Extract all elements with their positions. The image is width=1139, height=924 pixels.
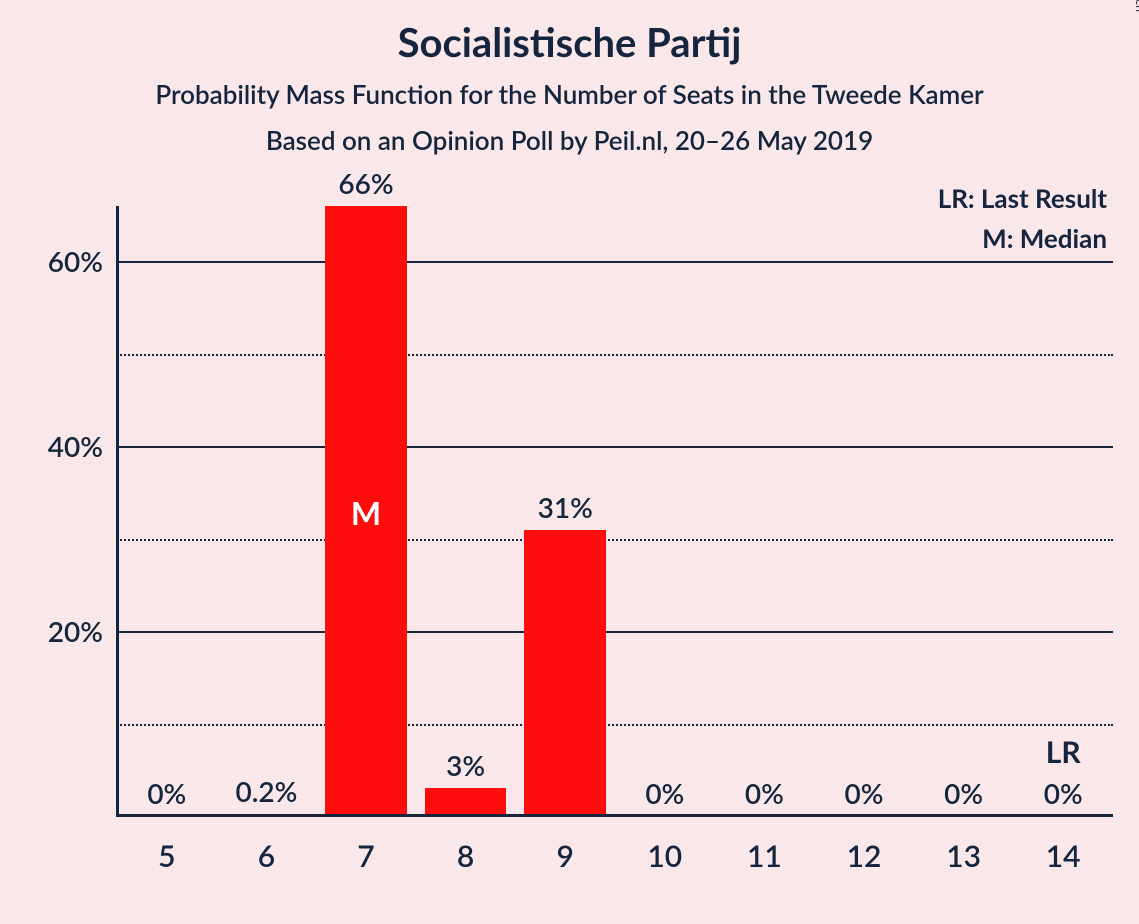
chart-subtitle-2: Based on an Opinion Poll by Peil.nl, 20–… xyxy=(0,124,1139,156)
bar xyxy=(425,788,507,816)
plot-area: 20%40%60%LR: Last ResultM: Median0%50.2%… xyxy=(117,206,1113,816)
xtick-label: 12 xyxy=(847,838,882,874)
bar-value-label: 66% xyxy=(338,166,393,200)
xtick-label: 13 xyxy=(946,838,981,874)
gridline-minor xyxy=(117,724,1113,726)
chart-subtitle-1: Probability Mass Function for the Number… xyxy=(0,78,1139,110)
ytick-label: 20% xyxy=(48,614,103,648)
xtick-label: 10 xyxy=(647,838,682,874)
xtick-label: 7 xyxy=(357,838,374,874)
xtick-label: 5 xyxy=(158,838,175,874)
bar xyxy=(524,530,606,817)
xtick-label: 9 xyxy=(556,838,573,874)
gridline-major xyxy=(117,261,1113,263)
bar-value-label: 0% xyxy=(1044,776,1083,810)
x-axis xyxy=(117,814,1113,817)
xtick-label: 6 xyxy=(258,838,275,874)
legend-lr: LR: Last Result xyxy=(938,182,1107,214)
copyright-text: © 2020 Filip van Laenen xyxy=(1133,0,1139,12)
y-axis xyxy=(116,206,119,817)
bar-value-label: 0% xyxy=(745,776,784,810)
gridline-major xyxy=(117,446,1113,448)
last-result-marker: LR xyxy=(1046,734,1081,770)
bar-value-label: 0% xyxy=(845,776,884,810)
gridline-minor xyxy=(117,354,1113,356)
bar-value-label: 3% xyxy=(446,748,485,782)
legend-median: M: Median xyxy=(982,222,1107,254)
chart-title: Socialistische Partij xyxy=(0,18,1139,66)
median-marker: M xyxy=(351,493,381,532)
bar-value-label: 0% xyxy=(645,776,684,810)
bar-value-label: 0% xyxy=(147,776,186,810)
xtick-label: 8 xyxy=(457,838,474,874)
ytick-label: 60% xyxy=(48,244,103,278)
xtick-label: 11 xyxy=(747,838,782,874)
bar-value-label: 0.2% xyxy=(235,774,297,808)
gridline-major xyxy=(117,631,1113,633)
gridline-minor xyxy=(117,539,1113,541)
ytick-label: 40% xyxy=(48,429,103,463)
bar-value-label: 31% xyxy=(538,490,593,524)
xtick-label: 14 xyxy=(1046,838,1081,874)
bar-value-label: 0% xyxy=(944,776,983,810)
